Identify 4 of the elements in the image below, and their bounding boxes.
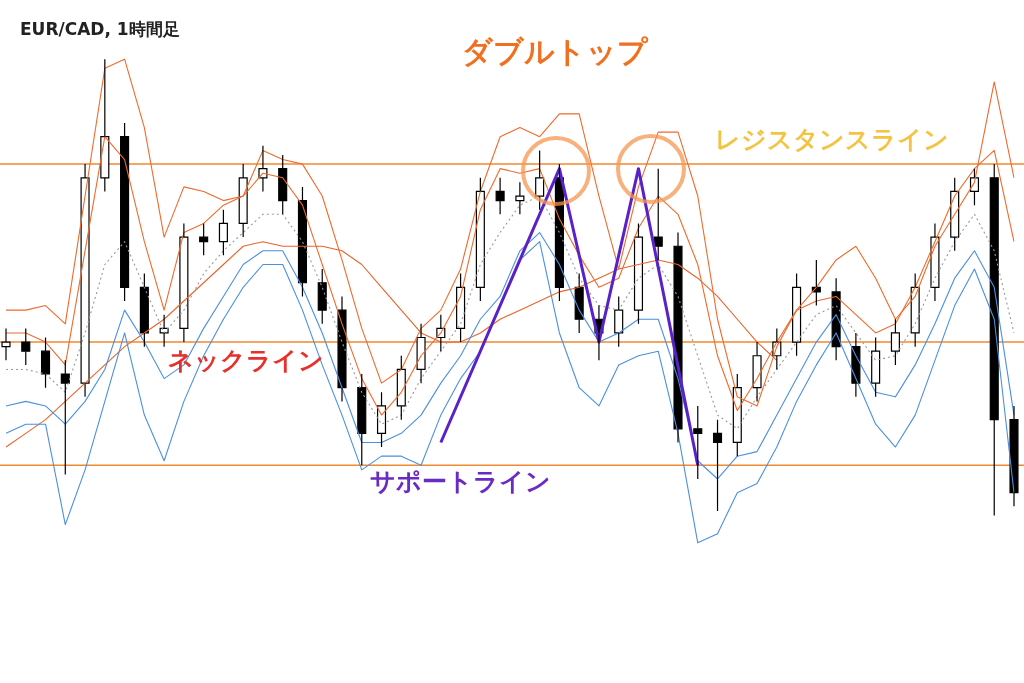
chart-subtitle: EUR/CAD, 1時間足 xyxy=(20,18,180,41)
chart-title: ダブルトップ xyxy=(462,34,648,69)
ref-line-label: サポートライン xyxy=(370,467,551,497)
ref-line-label: レジスタンスライン xyxy=(715,125,949,155)
